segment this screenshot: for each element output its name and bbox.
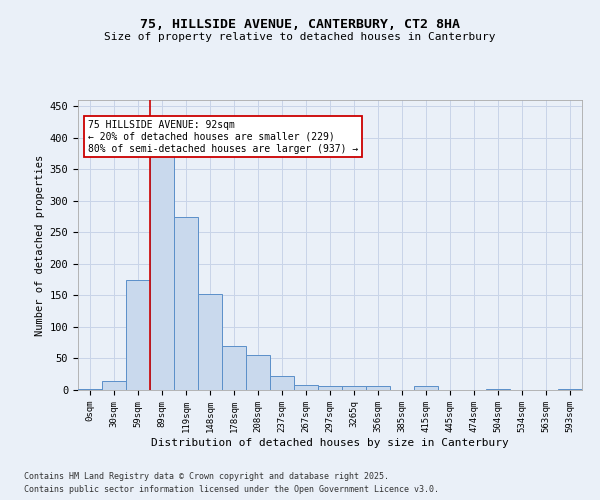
Bar bbox=[294, 385, 318, 390]
Y-axis label: Number of detached properties: Number of detached properties bbox=[35, 154, 46, 336]
Text: 75 HILLSIDE AVENUE: 92sqm
← 20% of detached houses are smaller (229)
80% of semi: 75 HILLSIDE AVENUE: 92sqm ← 20% of detac… bbox=[88, 120, 358, 154]
Bar bbox=[414, 386, 438, 390]
Text: Size of property relative to detached houses in Canterbury: Size of property relative to detached ho… bbox=[104, 32, 496, 42]
Bar bbox=[102, 380, 126, 390]
Text: Contains HM Land Registry data © Crown copyright and database right 2025.: Contains HM Land Registry data © Crown c… bbox=[24, 472, 389, 481]
Bar bbox=[150, 154, 174, 390]
Bar bbox=[270, 376, 294, 390]
Bar bbox=[486, 388, 510, 390]
Bar bbox=[342, 386, 366, 390]
Bar bbox=[222, 346, 246, 390]
Bar bbox=[198, 294, 222, 390]
Bar bbox=[318, 386, 342, 390]
Bar bbox=[246, 356, 270, 390]
Bar bbox=[126, 280, 150, 390]
Bar bbox=[174, 216, 198, 390]
Text: 75, HILLSIDE AVENUE, CANTERBURY, CT2 8HA: 75, HILLSIDE AVENUE, CANTERBURY, CT2 8HA bbox=[140, 18, 460, 30]
Bar bbox=[78, 388, 102, 390]
Bar bbox=[366, 386, 390, 390]
X-axis label: Distribution of detached houses by size in Canterbury: Distribution of detached houses by size … bbox=[151, 438, 509, 448]
Text: Contains public sector information licensed under the Open Government Licence v3: Contains public sector information licen… bbox=[24, 485, 439, 494]
